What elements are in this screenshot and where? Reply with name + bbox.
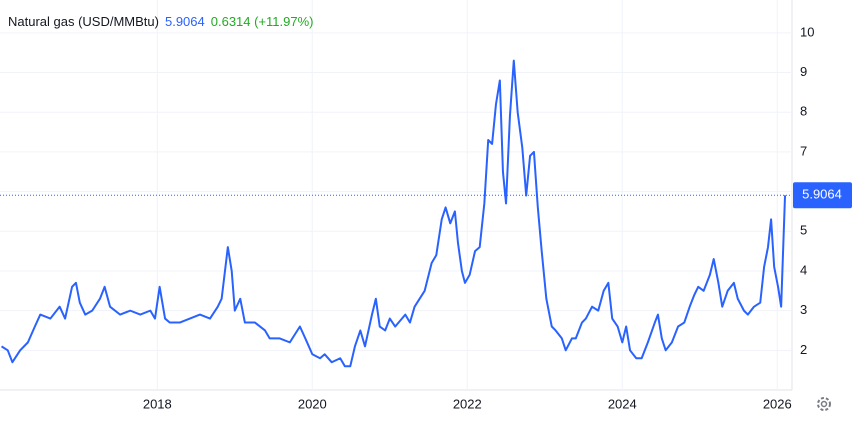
y-tick-label: 3 [800,302,807,317]
change: 0.6314 (+11.97%) [210,14,314,29]
x-tick-label: 2024 [608,396,637,411]
price-line [1,59,787,368]
gear-hub [820,400,828,408]
x-tick-label: 2026 [763,396,792,411]
last-price-label: 5.9064 [802,187,842,202]
settings-icon[interactable] [817,397,831,411]
x-tick-label: 2020 [298,396,327,411]
y-tick-label: 5 [800,223,807,238]
y-tick-label: 9 [800,64,807,79]
y-tick-label: 4 [800,262,807,277]
y-tick-label: 7 [800,143,807,158]
y-tick-label: 10 [800,24,814,39]
header: Natural gas (USD/MMBtu) 5.9064 0.6314 (+11… [8,14,320,29]
y-tick-label: 8 [800,104,807,119]
last-price-box [793,182,852,209]
gear [817,397,831,411]
y-tick-label: 2 [800,342,807,357]
last-price: 5.9064 [164,14,205,29]
title: Natural gas (USD/MMBtu) [8,14,159,29]
x-tick-label: 2022 [453,396,482,411]
x-tick-label: 2018 [143,396,172,411]
